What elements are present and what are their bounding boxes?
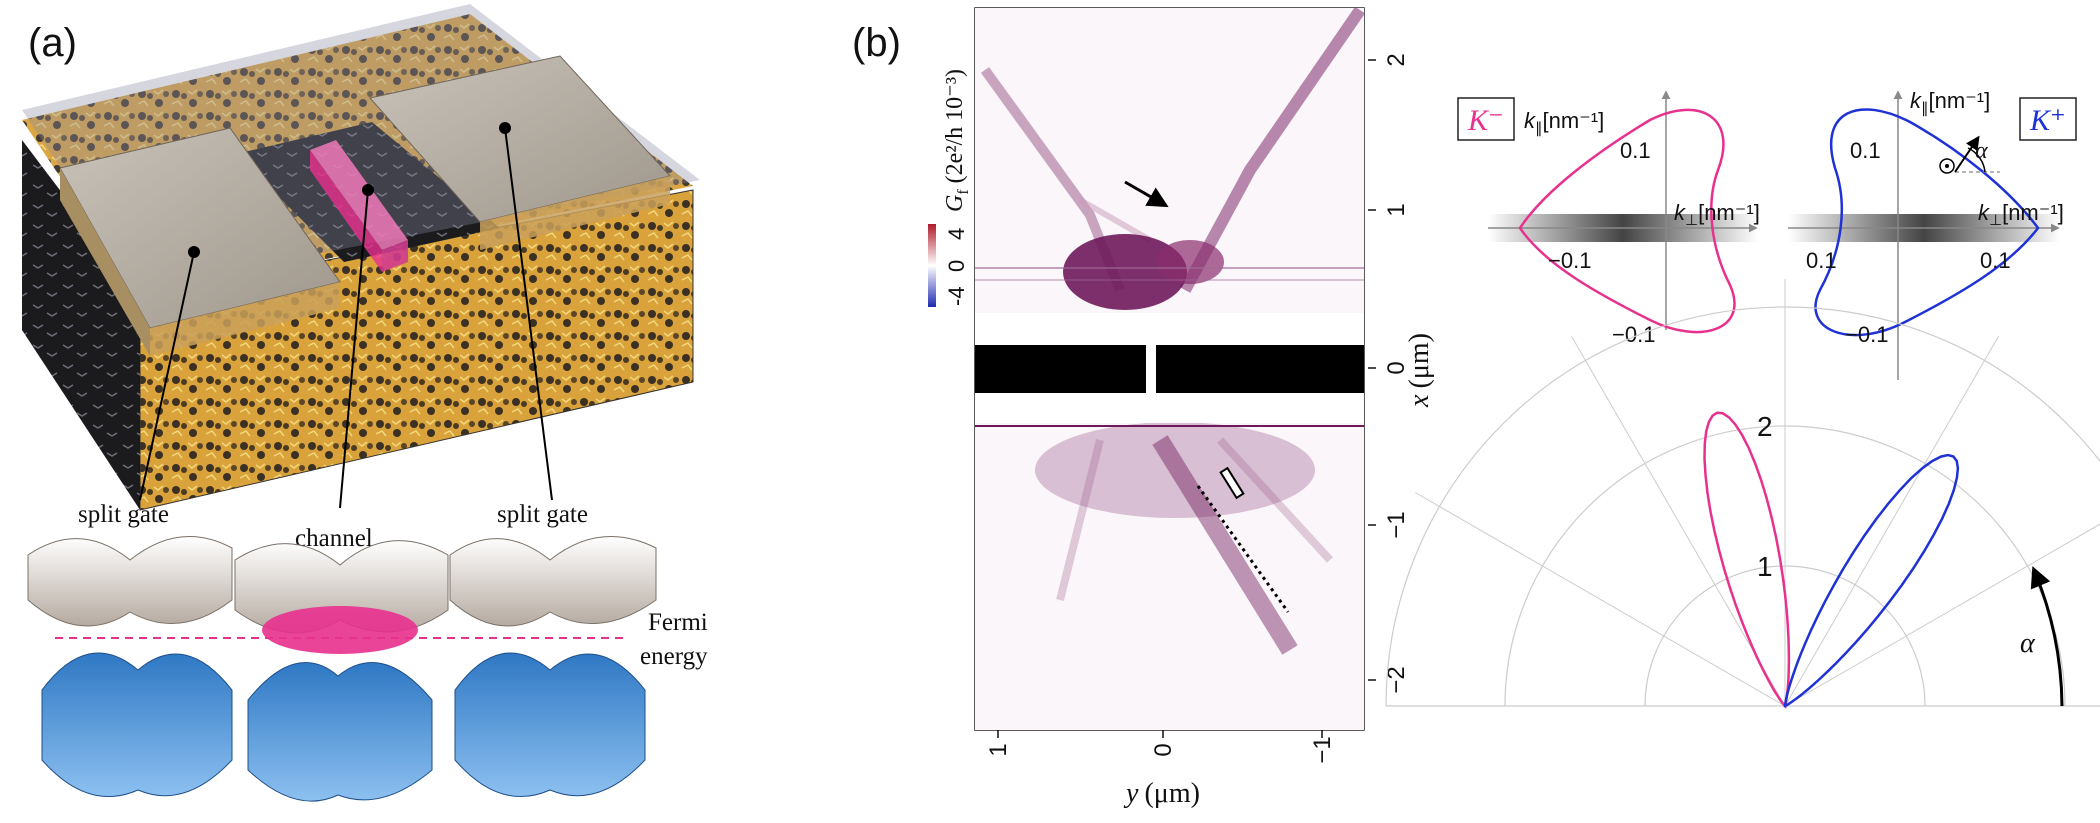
angle-inset: α <box>1939 135 2000 174</box>
k-tick-right-bottom: −0.1 <box>1845 322 1888 347</box>
device-illustration <box>22 4 700 511</box>
fan-beam <box>1035 423 1315 518</box>
alpha-arrow <box>2030 566 2064 707</box>
fermi-contour-right: K⁺ k∥[nm⁻¹] k⊥[nm⁻¹] 0.1 0.1 0.1 −0.1 α <box>1788 88 2077 380</box>
label-fermi-1: Fermi <box>648 609 708 636</box>
polar-ticks: 12 <box>1757 411 1773 582</box>
label-split-gate-right: split gate <box>497 501 588 528</box>
x-axis: 2 1 0 −1 −2 x(μm) <box>1368 53 1435 694</box>
k-tick-right-top: 0.1 <box>1850 138 1881 163</box>
label-fermi-2: energy <box>640 643 708 670</box>
panel-b: (b) <box>852 7 1435 809</box>
split-gate-right-side <box>480 176 670 250</box>
polar-ring-2 <box>1385 306 2100 707</box>
x-axis-label: x(μm) <box>1404 333 1435 408</box>
polar-lobe-0 <box>1703 411 1791 710</box>
map-top <box>975 8 1364 313</box>
split-gate-left-edge <box>60 168 150 356</box>
colorbar-gradient <box>928 224 936 307</box>
contour-k-plus <box>1814 108 2040 337</box>
band-gray-right <box>449 536 657 627</box>
polar-spoke-60 <box>1784 335 1999 707</box>
polar-tick-1: 1 <box>1757 551 1773 582</box>
k-tick-left-top: 0.1 <box>1620 138 1651 163</box>
panel-a-label: (a) <box>28 21 77 65</box>
tag-k-plus-box <box>2019 97 2077 141</box>
polar-spoke-30 <box>1784 523 2100 707</box>
tip-marker <box>1219 466 1245 500</box>
k-perp-label-left: k⊥[nm⁻¹] <box>1674 200 1760 229</box>
tag-k-plus: K⁺ <box>2029 104 2066 137</box>
split-gate-left-side <box>150 282 340 356</box>
angle-inset-label: α <box>1975 138 1988 164</box>
fermi-contour-left: K⁻ k∥[nm⁻¹] k⊥[nm⁻¹] 0.1 −0.1 −0.1 <box>1457 90 1760 347</box>
conduction-bands <box>27 536 657 654</box>
tag-k-minus: K⁻ <box>1467 104 1504 137</box>
callout-line-channel <box>339 189 369 509</box>
y-axis: 1 0 −1 y (μm) <box>985 730 1336 809</box>
polar-plot: 12 α <box>1385 279 2100 710</box>
panel-b-label: (b) <box>852 21 901 65</box>
colorbar-label: Gf(2e²/h 10⁻³) <box>942 69 972 212</box>
tag-k-minus-box <box>1457 97 1515 141</box>
y-tick-1: 1 <box>985 743 1012 756</box>
polar-spoke-120 <box>1571 335 1786 707</box>
gate-bar-right <box>1156 345 1364 393</box>
feature-arrow <box>1124 180 1169 208</box>
k-tick-right-perp-right: 0.1 <box>1980 248 2011 273</box>
k-par-label-left: k∥[nm⁻¹] <box>1524 108 1604 137</box>
hotspot-top <box>1063 234 1187 310</box>
panel-a: (a) <box>22 4 708 802</box>
colorbar-tick-high: 4 <box>944 228 969 240</box>
map-bottom <box>975 423 1364 730</box>
channel-fermi-pocket <box>262 606 418 654</box>
alpha-label: α <box>2020 628 2036 659</box>
colorbar: -4 0 4 Gf(2e²/h 10⁻³) <box>928 69 972 307</box>
k-par-label-right: k∥[nm⁻¹] <box>1910 88 1990 117</box>
colorbar-tick-mid: 0 <box>944 260 969 272</box>
band-blue-center <box>247 662 433 802</box>
polar-spoke-150 <box>1414 492 1786 707</box>
beam-dotted-line <box>1196 485 1290 613</box>
y-axis-label: y (μm) <box>1123 778 1200 809</box>
device-left-face <box>22 140 140 510</box>
band-gray-left <box>27 536 233 627</box>
y-tick-m1: −1 <box>1309 736 1336 763</box>
polar-lobe-1 <box>1783 453 1960 708</box>
band-blue-right <box>454 652 646 797</box>
gate-bar-left <box>975 345 1146 393</box>
x-tick-m1: −1 <box>1383 511 1410 538</box>
polar-series <box>1703 411 1960 710</box>
k-tick-left-perp: −0.1 <box>1548 248 1591 273</box>
y-tick-0: 0 <box>1150 743 1177 756</box>
band-blue-left <box>41 652 233 797</box>
gate-block <box>975 313 1364 423</box>
contour-k-minus <box>1518 108 1736 334</box>
label-split-gate-left: split gate <box>78 501 169 528</box>
svg-text:x(μm): x(μm) <box>1404 333 1435 408</box>
x-tick-2: 2 <box>1383 53 1410 66</box>
polar-grid <box>1385 279 2100 707</box>
x-tick-0: 0 <box>1383 361 1410 374</box>
x-tick-1: 1 <box>1383 203 1410 216</box>
svg-text:Gf(2e²/h 10⁻³): Gf(2e²/h 10⁻³) <box>942 69 972 212</box>
valence-bands <box>41 652 646 802</box>
k-tick-right-perp-left: 0.1 <box>1806 248 1837 273</box>
polar-tick-2: 2 <box>1757 411 1773 442</box>
k-perp-label-right: k⊥[nm⁻¹] <box>1978 200 2064 229</box>
callout-line-right <box>504 127 553 501</box>
colorbar-tick-low: -4 <box>944 286 969 306</box>
callout-line-left <box>139 251 195 501</box>
